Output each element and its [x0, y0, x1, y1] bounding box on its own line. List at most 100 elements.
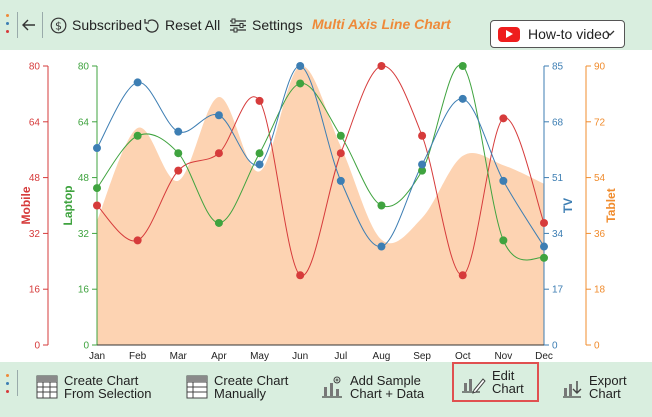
mobile-point	[93, 201, 101, 210]
subscribed-button[interactable]: $ Subscribed	[50, 12, 142, 38]
laptop-tick-label: 80	[78, 62, 90, 73]
tv-point	[214, 111, 223, 120]
settings-button[interactable]: Settings	[229, 12, 303, 38]
x-tick-label: May	[250, 351, 269, 362]
mobile-point	[458, 271, 467, 280]
chevron-down-icon	[605, 30, 615, 36]
subscribed-label: Subscribed	[72, 17, 143, 33]
mobile-tick-label: 32	[29, 229, 41, 240]
tv-point	[133, 78, 142, 87]
table-manual-icon	[186, 375, 208, 399]
laptop-tick-label: 16	[78, 285, 90, 296]
svg-text:$: $	[55, 19, 62, 32]
laptop-point	[499, 236, 508, 245]
mobile-point	[418, 131, 427, 140]
tv-tick-label: 68	[552, 117, 564, 128]
x-tick-label: Sep	[413, 351, 431, 362]
tv-point	[255, 160, 264, 169]
laptop-tick-label: 32	[78, 229, 90, 240]
chart-title: Multi Axis Line Chart	[312, 16, 451, 32]
laptop-tick-label: 48	[78, 173, 90, 184]
laptop-point	[296, 79, 305, 88]
dollar-circle-icon: $	[50, 17, 67, 33]
top-toolbar: $ Subscribed Reset All Settings Multi Ax…	[0, 0, 652, 50]
laptop-tick-label: 64	[78, 117, 90, 128]
mobile-tick-label: 80	[29, 62, 41, 73]
sliders-icon	[230, 18, 246, 32]
create-chart-from-selection-button[interactable]: Create Chart From Selection	[36, 367, 151, 407]
tablet-tick-label: 0	[594, 341, 600, 352]
tv-point	[377, 242, 386, 251]
export-chart-line2: Chart	[589, 386, 621, 401]
add-sample-chart-button[interactable]: Add Sample Chart + Data	[320, 367, 424, 407]
howto-label: How-to video	[528, 26, 610, 42]
mobile-tick-label: 16	[29, 285, 41, 296]
tv-point	[540, 242, 548, 251]
laptop-axis-label: Laptop	[61, 186, 75, 226]
tv-tick-label: 85	[552, 62, 564, 73]
tablet-tick-label: 18	[594, 285, 606, 296]
add-sample-line2: Chart + Data	[350, 386, 425, 401]
x-tick-label: Jun	[292, 351, 308, 362]
laptop-point	[377, 201, 386, 210]
create-selection-line1: Create Chart	[64, 373, 139, 388]
mobile-point	[174, 166, 183, 175]
laptop-point	[93, 184, 101, 193]
reset-all-label: Reset All	[165, 17, 221, 33]
laptop-tick-label: 0	[83, 341, 89, 352]
laptop-point	[133, 131, 142, 140]
howto-video-dropdown[interactable]: How-to video	[490, 20, 625, 48]
grip-handle-icon[interactable]	[6, 14, 10, 36]
x-tick-label: Nov	[494, 351, 512, 362]
mobile-point	[296, 271, 305, 280]
tv-tick-label: 0	[552, 341, 558, 352]
grip-handle-icon[interactable]	[6, 374, 10, 396]
edit-chart-button[interactable]: Edit Chart	[452, 362, 539, 402]
toolbar-divider	[17, 370, 18, 396]
tv-point	[296, 62, 305, 70]
export-icon	[563, 381, 582, 398]
toolbar-divider	[17, 12, 18, 38]
export-chart-button[interactable]: Export Chart	[561, 367, 627, 407]
tablet-tick-label: 90	[594, 62, 606, 73]
create-chart-manually-button[interactable]: Create Chart Manually	[186, 367, 288, 407]
reset-icon	[144, 18, 159, 33]
tablet-axis-label: Tablet	[604, 188, 618, 222]
tablet-tick-label: 54	[594, 173, 606, 184]
mobile-point	[255, 96, 264, 105]
create-manual-line2: Manually	[214, 386, 267, 401]
tablet-area	[97, 65, 544, 346]
tablet-tick-label: 36	[594, 229, 606, 240]
x-tick-label: Mar	[170, 351, 188, 362]
back-button[interactable]	[21, 12, 42, 38]
mobile-tick-label: 64	[29, 117, 41, 128]
tv-point	[174, 127, 183, 136]
x-axis-labels: Jan Feb Mar Apr May Jun Jul Aug Sep Oct Nov Dec	[89, 351, 553, 362]
create-manual-line1: Create Chart	[214, 373, 289, 388]
laptop-point	[255, 149, 264, 158]
mobile-tick-label: 48	[29, 173, 41, 184]
tv-point	[499, 176, 508, 185]
x-tick-label: Oct	[455, 351, 471, 362]
tv-axis-label: TV	[561, 198, 575, 213]
mobile-point	[499, 114, 508, 123]
laptop-point	[540, 253, 548, 262]
x-tick-label: Apr	[211, 351, 227, 362]
edit-chart-line2: Chart	[492, 381, 524, 396]
multi-axis-line-chart: 0 16 32 48 64 80 Mobile 0 16 32 48 64 80 Laptop 0 17 34 5…	[19, 62, 618, 363]
edit-chart-line1: Edit	[492, 368, 515, 383]
tv-tick-label: 34	[552, 229, 564, 240]
mobile-point	[540, 218, 548, 227]
laptop-point	[174, 149, 183, 158]
laptop-point	[458, 62, 467, 70]
tablet-tick-label: 72	[594, 117, 606, 128]
mobile-point	[377, 62, 386, 70]
table-grid-icon	[36, 375, 58, 399]
reset-all-button[interactable]: Reset All	[143, 12, 220, 38]
settings-label: Settings	[252, 17, 303, 33]
mobile-axis-label: Mobile	[19, 186, 33, 224]
mobile-tick-label: 0	[34, 341, 40, 352]
tv-point	[458, 94, 467, 103]
create-selection-line2: From Selection	[64, 386, 152, 401]
youtube-icon	[498, 26, 520, 42]
